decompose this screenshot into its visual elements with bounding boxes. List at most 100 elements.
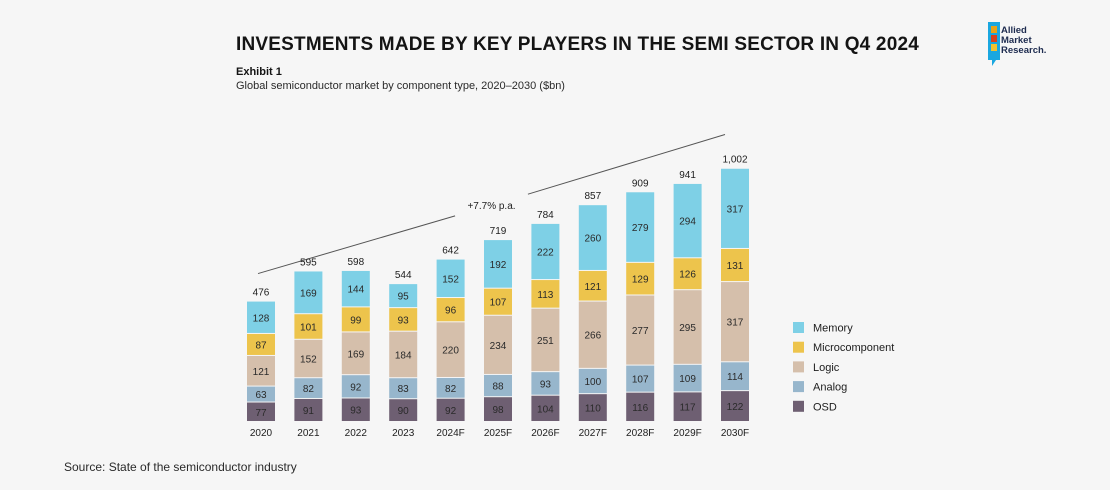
value-label-analog-2026F: 93 xyxy=(540,379,552,390)
legend-swatch-logic xyxy=(793,361,804,373)
total-label-2022: 598 xyxy=(347,257,364,268)
value-label-osd-2020: 77 xyxy=(255,408,267,419)
bar-osd-2020 xyxy=(247,402,275,421)
value-label-memory-2028F: 279 xyxy=(632,223,649,234)
bar-analog-2021 xyxy=(294,378,323,398)
value-label-logic-2023: 184 xyxy=(395,350,412,361)
logo-line-1: Allied xyxy=(1001,25,1027,36)
value-label-microcomponent-2026F: 113 xyxy=(537,290,553,301)
chart-subtitle: Global semiconductor market by component… xyxy=(236,80,565,92)
legend-swatch-microcomponent xyxy=(793,341,804,353)
value-label-microcomponent-2027F: 121 xyxy=(584,282,601,293)
chart-title: INVESTMENTS MADE BY KEY PLAYERS IN THE S… xyxy=(236,34,919,55)
value-label-logic-2028F: 277 xyxy=(632,326,649,337)
legend-label-logic: Logic xyxy=(813,362,840,374)
total-label-2030F: 1,002 xyxy=(722,155,747,166)
bar-memory-2023 xyxy=(389,284,418,308)
value-label-memory-2020: 128 xyxy=(253,313,270,324)
growth-trend-line-right xyxy=(527,134,726,195)
x-tick-label-2025F: 2025F xyxy=(484,428,512,439)
total-label-2021: 595 xyxy=(300,257,317,268)
bar-osd-2027F xyxy=(578,394,607,421)
bar-logic-2022 xyxy=(341,332,370,375)
total-label-2026F: 784 xyxy=(537,210,554,221)
legend-label-microcomponent: Microcomponent xyxy=(813,342,894,354)
x-tick-label-2029F: 2029F xyxy=(673,428,701,439)
bar-microcomponent-2025F xyxy=(484,288,512,315)
legend-label-memory: Memory xyxy=(813,323,853,335)
value-label-logic-2024F: 220 xyxy=(442,346,459,357)
bar-memory-2024F xyxy=(436,259,465,298)
bar-microcomponent-2020 xyxy=(247,333,275,355)
value-label-osd-2026F: 104 xyxy=(537,404,554,415)
source-note: Source: State of the semiconductor indus… xyxy=(64,460,297,474)
growth-annotation: +7.7% p.a. xyxy=(467,201,515,212)
bar-memory-2020 xyxy=(247,301,275,333)
bar-memory-2028F xyxy=(626,192,655,262)
bar-memory-2030F xyxy=(721,168,749,248)
bar-logic-2021 xyxy=(294,339,323,378)
bar-osd-2021 xyxy=(294,398,323,421)
legend-label-osd: OSD xyxy=(813,401,837,413)
value-label-analog-2025F: 88 xyxy=(492,382,504,393)
bar-analog-2030F xyxy=(721,362,749,391)
total-label-2028F: 909 xyxy=(632,178,649,189)
bar-osd-2025F xyxy=(484,397,512,421)
value-label-memory-2024F: 152 xyxy=(442,274,459,285)
value-label-osd-2025F: 98 xyxy=(492,405,504,416)
value-label-microcomponent-2020: 87 xyxy=(255,340,267,351)
value-label-microcomponent-2025F: 107 xyxy=(490,298,507,309)
bar-osd-2030F xyxy=(721,391,749,421)
bar-osd-2023 xyxy=(389,399,418,421)
value-label-microcomponent-2021: 101 xyxy=(300,322,317,333)
value-label-analog-2024F: 82 xyxy=(445,384,457,395)
growth-trend-line-left xyxy=(257,215,456,275)
value-label-microcomponent-2029F: 126 xyxy=(679,270,696,281)
bar-osd-2026F xyxy=(531,395,560,421)
bar-analog-2023 xyxy=(389,378,418,399)
bar-analog-2026F xyxy=(531,372,560,395)
bar-microcomponent-2026F xyxy=(531,280,560,308)
value-label-analog-2028F: 107 xyxy=(632,375,649,386)
bar-logic-2020 xyxy=(247,355,275,386)
value-label-osd-2027F: 110 xyxy=(585,404,601,415)
bar-microcomponent-2021 xyxy=(294,314,323,339)
x-tick-label-2020: 2020 xyxy=(250,428,273,439)
bar-microcomponent-2022 xyxy=(341,307,370,332)
value-label-analog-2021: 82 xyxy=(303,384,315,395)
x-tick-label-2026F: 2026F xyxy=(531,428,559,439)
value-label-memory-2027F: 260 xyxy=(584,234,601,245)
value-label-microcomponent-2028F: 129 xyxy=(632,275,649,286)
value-label-memory-2030F: 317 xyxy=(727,204,744,215)
legend-swatch-memory xyxy=(793,322,804,333)
legend-swatch-osd xyxy=(793,400,804,412)
legend-swatch-analog xyxy=(793,381,804,393)
bar-osd-2028F xyxy=(626,392,655,421)
value-label-logic-2026F: 251 xyxy=(537,336,554,347)
value-label-analog-2023: 83 xyxy=(398,384,410,395)
bar-logic-2025F xyxy=(484,315,512,374)
value-label-microcomponent-2030F: 131 xyxy=(727,261,744,272)
value-label-logic-2022: 169 xyxy=(347,349,364,360)
total-label-2027F: 857 xyxy=(584,191,601,202)
bar-memory-2021 xyxy=(294,271,323,314)
x-tick-label-2024F: 2024F xyxy=(436,428,464,439)
value-label-logic-2030F: 317 xyxy=(727,318,744,329)
total-label-2024F: 642 xyxy=(442,246,459,257)
logo-text: Allied Market Research. xyxy=(1001,26,1046,56)
x-tick-label-2027F: 2027F xyxy=(579,428,607,439)
x-tick-label-2021: 2021 xyxy=(297,428,320,439)
bar-microcomponent-2023 xyxy=(389,308,418,331)
bar-logic-2024F xyxy=(436,322,465,377)
bar-osd-2024F xyxy=(436,398,465,421)
value-label-logic-2029F: 295 xyxy=(679,323,696,334)
value-label-osd-2028F: 116 xyxy=(632,403,648,414)
x-tick-label-2030F: 2030F xyxy=(721,428,749,439)
value-label-logic-2021: 152 xyxy=(300,355,317,366)
bar-memory-2026F xyxy=(531,223,560,280)
total-label-2020: 476 xyxy=(253,288,270,299)
value-label-microcomponent-2024F: 96 xyxy=(445,306,457,317)
bar-analog-2022 xyxy=(341,375,370,398)
value-label-analog-2027F: 100 xyxy=(584,377,601,388)
